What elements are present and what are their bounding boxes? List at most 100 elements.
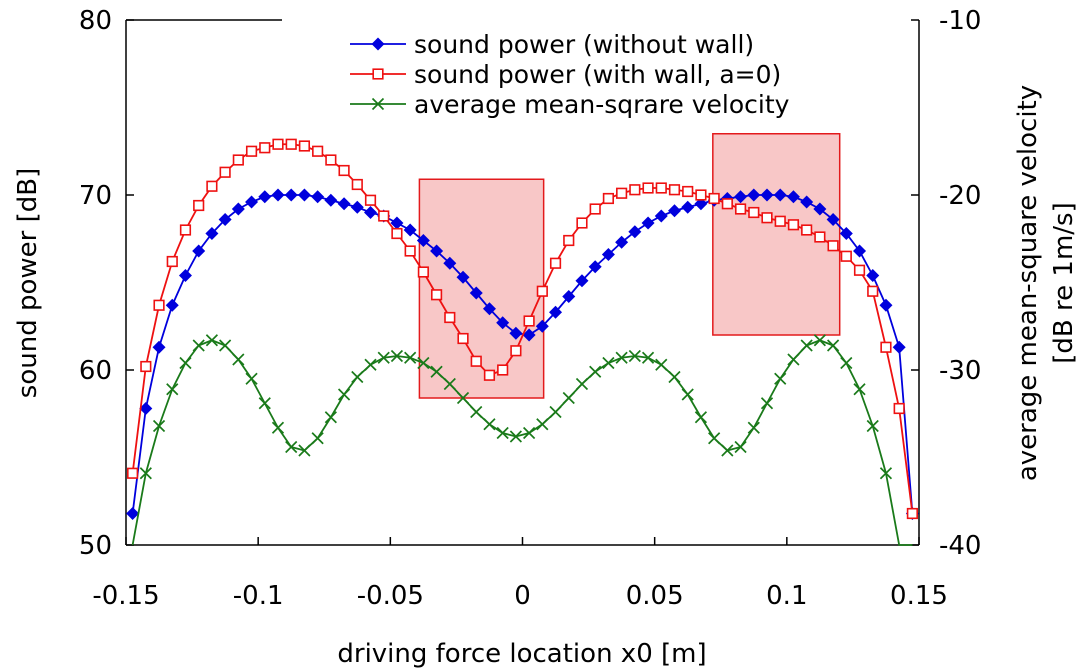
data-point (350, 200, 364, 214)
y2-tick-label: -10 (939, 6, 981, 36)
data-point (364, 206, 378, 219)
data-point (615, 351, 628, 364)
data-point (456, 391, 470, 405)
data-point (786, 190, 800, 204)
data-point (245, 372, 258, 385)
data-point (285, 440, 298, 454)
data-point (483, 369, 496, 381)
data-point (443, 377, 456, 391)
data-point (668, 184, 681, 196)
data-point (721, 198, 733, 210)
data-point (787, 353, 800, 366)
data-point (800, 195, 814, 209)
data-point (813, 334, 826, 347)
data-point (773, 188, 787, 202)
axis-ticks: -0.15 -0.1 -0.05 0 0.05 0.1 0.15 50 60 70 80 -40 -30… (79, 6, 982, 611)
y-tick-label: 70 (79, 181, 112, 211)
data-point (404, 351, 417, 364)
legend: sound power (without wall)sound power (w… (333, 25, 913, 123)
data-point (840, 356, 853, 370)
data-point (456, 270, 470, 284)
data-point (654, 209, 668, 223)
x-tick-label: 0 (514, 581, 531, 611)
data-point (311, 432, 324, 445)
legend-label: sound power (with wall, a=0) (414, 60, 781, 89)
data-point (588, 260, 602, 274)
y-axis-title: sound power [dB] (13, 168, 43, 398)
data-point (536, 418, 549, 431)
data-point (457, 332, 469, 345)
data-point (496, 316, 510, 330)
data-point (298, 140, 311, 152)
data-point (219, 339, 232, 352)
data-point (893, 402, 905, 415)
data-point (470, 355, 482, 367)
data-point (853, 383, 866, 396)
data-point (589, 365, 602, 378)
data-point (747, 421, 760, 434)
data-point (231, 202, 245, 216)
data-point (178, 269, 192, 282)
y-tick-label: 50 (79, 531, 112, 561)
data-point (378, 210, 390, 222)
data-point (179, 356, 192, 370)
data-point (245, 195, 259, 209)
data-point (284, 188, 298, 202)
data-point (192, 244, 206, 258)
data-point (179, 224, 192, 236)
data-point (628, 349, 641, 363)
data-point (655, 182, 667, 194)
data-point (509, 430, 522, 443)
data-point (482, 302, 496, 316)
data-point (483, 418, 496, 431)
y2-axis-title-line2: [dB re 1m/s] (1049, 202, 1079, 363)
x-tick-label: -0.1 (233, 581, 284, 611)
data-point (575, 274, 589, 288)
legend-marker (371, 37, 385, 51)
highlight-boxes (418, 133, 841, 399)
data-point (695, 189, 707, 201)
data-point (364, 194, 377, 206)
data-point (377, 351, 390, 364)
data-point (655, 358, 668, 371)
x-tick-label: 0.1 (766, 581, 807, 611)
data-point (522, 328, 536, 342)
data-point (390, 349, 404, 363)
data-point (166, 255, 178, 268)
x-tick-label: 0.05 (626, 581, 684, 611)
data-point (839, 227, 853, 240)
data-point (391, 227, 403, 240)
data-point (628, 225, 642, 239)
data-point (444, 311, 456, 324)
data-point (443, 256, 457, 270)
data-point (681, 388, 694, 401)
data-point (681, 200, 695, 214)
data-point (801, 224, 813, 236)
data-point (232, 353, 245, 366)
data-point (734, 190, 748, 204)
data-point (721, 444, 734, 457)
data-point (616, 187, 628, 199)
data-point (523, 315, 535, 327)
data-point (272, 138, 284, 150)
data-point (602, 356, 615, 370)
data-point (271, 188, 285, 202)
data-point (867, 285, 879, 297)
legend-marker (371, 97, 385, 111)
data-point (774, 215, 786, 227)
x-tick-label: -0.15 (92, 581, 159, 611)
data-point (536, 285, 548, 297)
data-point (497, 364, 509, 376)
data-point (549, 305, 563, 319)
y2-tick-label: -30 (939, 356, 981, 386)
data-point (337, 388, 351, 401)
y2-tick-label: -20 (939, 181, 981, 211)
series-layer (126, 138, 919, 546)
data-point (219, 166, 231, 178)
data-point (840, 250, 852, 262)
data-point (390, 216, 404, 230)
data-point (206, 180, 218, 192)
data-point (205, 227, 219, 240)
legend-marker (372, 68, 384, 80)
